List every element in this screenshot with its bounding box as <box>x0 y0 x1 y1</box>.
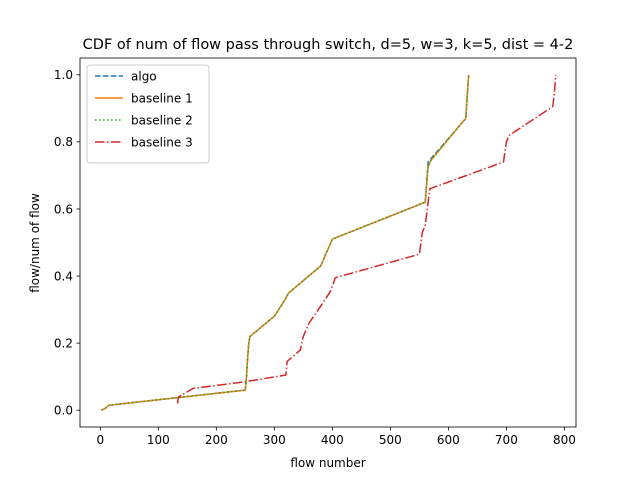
x-tick-label: 0 <box>96 433 104 447</box>
x-tick-label: 100 <box>147 433 170 447</box>
legend-label-2: baseline 1 <box>131 92 193 106</box>
y-axis-label: flow/num of flow <box>28 193 42 293</box>
legend: algo baseline 1 baseline 2 baseline 3 <box>86 64 210 164</box>
x-tick-label: 700 <box>495 433 518 447</box>
axes-frame <box>79 57 577 428</box>
x-tick-label: 800 <box>553 433 576 447</box>
x-tick-label: 300 <box>263 433 286 447</box>
x-tick-label: 200 <box>205 433 228 447</box>
axes: 0 100 200 300 400 500 600 700 800 0.0 0.2 0.4 0.6 0.8… <box>54 57 577 447</box>
x-tick-label: 500 <box>379 433 402 447</box>
y-tick-label: 0.0 <box>54 404 73 418</box>
legend-frame <box>86 64 210 164</box>
x-axis-label: flow number <box>290 456 365 470</box>
series-line-4 <box>176 74 557 404</box>
y-tick-label: 1.0 <box>54 68 73 82</box>
legend-label-4: baseline 3 <box>131 136 193 150</box>
series-line-3 <box>101 74 470 411</box>
chart-title: CDF of num of flow pass through switch, … <box>83 37 574 53</box>
legend-label-1: algo <box>131 70 157 84</box>
y-tick-label: 0.6 <box>54 202 73 216</box>
y-tick-label: 0.2 <box>54 336 73 350</box>
x-tick-label: 600 <box>437 433 460 447</box>
y-tick-label: 0.4 <box>54 269 73 283</box>
legend-label-3: baseline 2 <box>131 114 193 128</box>
x-tick-label: 400 <box>321 433 344 447</box>
plot-area <box>101 74 557 411</box>
y-tick-label: 0.8 <box>54 135 73 149</box>
